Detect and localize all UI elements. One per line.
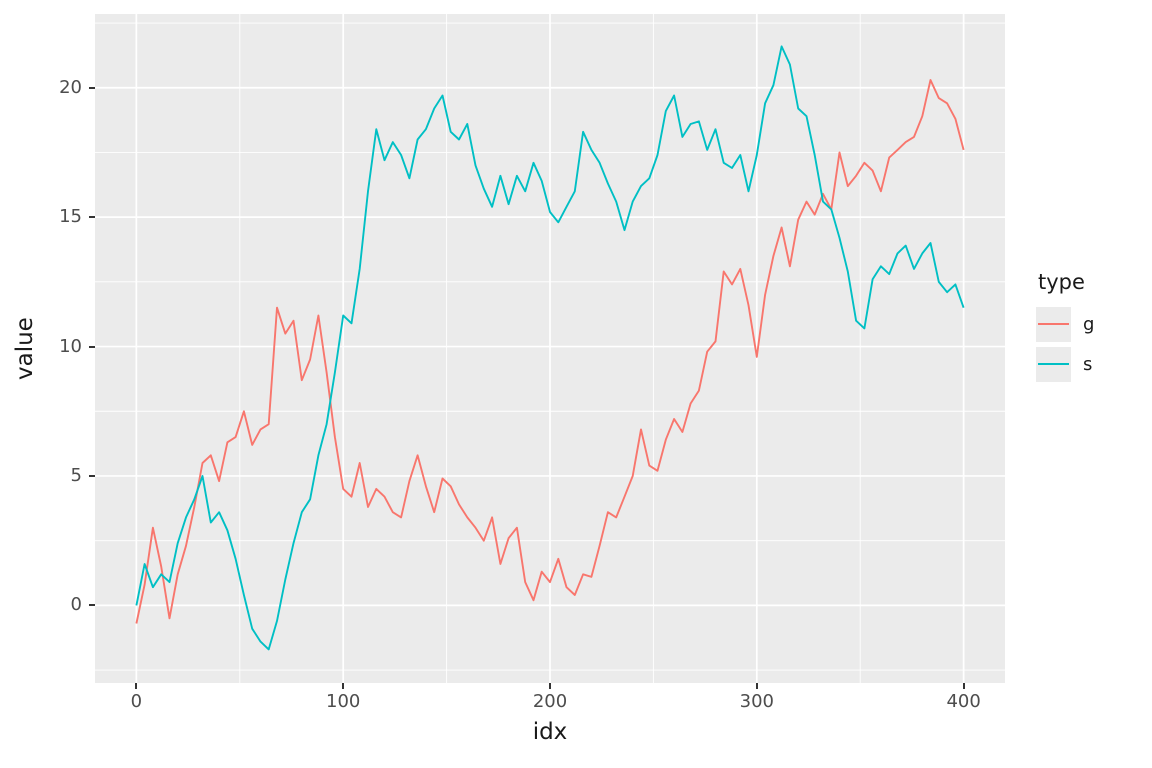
legend: type g s bbox=[1036, 270, 1094, 386]
legend-item-g: g bbox=[1036, 306, 1094, 342]
plot-canvas bbox=[95, 14, 1005, 683]
legend-key-g bbox=[1036, 306, 1071, 342]
legend-key-line-icon bbox=[1038, 363, 1069, 365]
series-line-g bbox=[135, 79, 965, 624]
plot-panel bbox=[95, 14, 1005, 683]
x-tick-mark bbox=[549, 683, 551, 689]
legend-item-s: s bbox=[1036, 346, 1094, 382]
legend-label-s: s bbox=[1083, 353, 1093, 375]
series-line-s bbox=[135, 45, 965, 651]
legend-label-g: g bbox=[1083, 313, 1095, 335]
x-tick-label: 100 bbox=[325, 691, 361, 712]
x-tick-label: 300 bbox=[739, 691, 774, 712]
x-axis-title: idx bbox=[532, 719, 568, 745]
x-tick-mark bbox=[962, 683, 965, 689]
x-tick-label: 200 bbox=[532, 691, 568, 712]
legend-key-s bbox=[1036, 346, 1071, 382]
legend-title: type bbox=[1038, 270, 1085, 294]
y-axis-title: value bbox=[12, 317, 38, 380]
legend-key-line-icon bbox=[1038, 323, 1069, 325]
x-tick-mark bbox=[342, 683, 345, 689]
x-tick-mark bbox=[755, 683, 758, 689]
x-tick-mark bbox=[135, 683, 138, 689]
x-tick-label: 0 bbox=[130, 691, 143, 712]
x-tick-label: 400 bbox=[946, 691, 981, 712]
